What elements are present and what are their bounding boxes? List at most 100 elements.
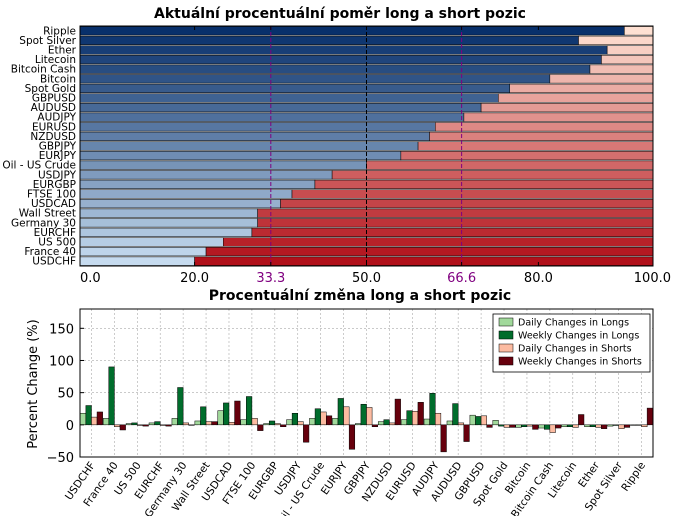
change-bar — [297, 421, 304, 426]
change-bar — [566, 424, 574, 428]
change-bar — [200, 406, 207, 426]
category-label: Ripple — [619, 460, 648, 494]
long-bar — [79, 179, 316, 189]
change-bar — [452, 403, 459, 426]
change-bar — [165, 424, 172, 427]
x-tick-label: 80.0 — [524, 271, 553, 286]
change-bar — [595, 424, 602, 428]
x-tick-label: 66.6 — [447, 271, 476, 286]
long-bar — [79, 208, 258, 218]
change-bar — [171, 418, 178, 426]
change-bar — [630, 424, 637, 426]
short-bar — [280, 199, 654, 209]
long-bar — [79, 74, 551, 84]
long-bar — [79, 199, 281, 209]
change-bar — [337, 398, 344, 426]
chart2-title: Procentuální změna long a short pozic — [209, 288, 511, 304]
category-label: Oil - US Crude — [2, 160, 76, 172]
category-label: USDCAD — [31, 198, 76, 210]
change-bar — [377, 421, 385, 426]
category-label: Bitcoin — [40, 73, 76, 85]
chart2-legend: Daily Changes in Longs Weekly Changes in … — [492, 313, 651, 373]
category-label: Spot Gold — [25, 83, 76, 95]
category-label: Wall Street — [19, 208, 76, 220]
change-bar — [412, 411, 419, 426]
change-bar — [332, 418, 339, 426]
change-bar — [85, 405, 92, 426]
long-bar — [79, 35, 579, 45]
category-label: AUDJPY — [37, 112, 76, 124]
change-bar — [131, 422, 138, 426]
change-bar — [578, 414, 585, 426]
chart1-bars — [79, 26, 654, 266]
change-bar — [555, 424, 562, 429]
long-bar — [79, 26, 625, 36]
change-bar — [498, 424, 505, 427]
change-bar — [492, 420, 499, 426]
change-bar — [211, 421, 218, 426]
change-bar — [601, 424, 608, 429]
category-label: EURCHF — [34, 227, 76, 239]
y-tick-label: 50 — [57, 387, 74, 402]
long-bar — [79, 93, 499, 103]
short-bar — [400, 151, 654, 161]
short-bar — [366, 160, 654, 170]
long-bar — [79, 141, 419, 151]
change-bar — [343, 406, 350, 426]
percent-change-chart: Procentuální změna long a short pozic −5… — [26, 288, 654, 516]
chart1-reference-lines — [270, 26, 463, 266]
long-bar — [79, 122, 436, 132]
change-bar — [223, 402, 230, 426]
change-bar — [263, 423, 270, 426]
change-bar — [154, 421, 161, 426]
change-bar — [417, 402, 424, 426]
category-label: EURUSD — [32, 121, 76, 133]
change-bar — [125, 423, 132, 426]
legend-box — [492, 313, 651, 373]
long-bar — [79, 189, 293, 199]
long-bar — [79, 131, 430, 141]
legend-label: Weekly Changes in Shorts — [518, 357, 642, 368]
x-tick-label: 100.0 — [634, 271, 671, 286]
change-bar — [228, 422, 235, 426]
y-tick-label: −50 — [47, 451, 74, 466]
change-bar — [584, 424, 591, 428]
change-bar — [389, 422, 396, 426]
change-bar — [142, 424, 149, 427]
change-bar — [268, 420, 276, 426]
change-bar — [246, 396, 253, 426]
long-bar — [79, 160, 367, 170]
change-bar — [114, 424, 121, 428]
long-bar — [79, 151, 402, 161]
legend-swatch — [498, 330, 514, 340]
category-label: Ether — [48, 45, 77, 57]
short-bar — [331, 170, 654, 180]
long-bar — [79, 256, 195, 266]
change-bar — [148, 422, 155, 426]
y-tick-label: 100 — [49, 354, 74, 369]
change-bar — [320, 411, 327, 426]
x-tick-label: 50.0 — [352, 271, 381, 286]
change-bar — [108, 366, 115, 426]
change-bar — [618, 424, 625, 429]
change-bar — [394, 398, 401, 426]
change-bar — [446, 420, 453, 426]
long-bar — [79, 170, 333, 180]
change-bar — [521, 424, 528, 428]
long-short-ratio-chart: Aktuální procentuální poměr long a short… — [2, 6, 671, 286]
change-bar — [182, 422, 189, 426]
x-tick-label: 0.0 — [80, 271, 101, 286]
long-bar — [79, 112, 465, 122]
change-bar — [526, 424, 533, 427]
long-bar — [79, 55, 602, 65]
category-label: EURJPY — [39, 150, 77, 162]
legend-label: Weekly Changes in Longs — [518, 331, 639, 342]
change-bar — [400, 419, 407, 426]
x-tick-label: 20.0 — [180, 271, 209, 286]
change-bar — [355, 423, 362, 426]
change-bar — [463, 424, 470, 442]
change-bar — [440, 424, 447, 453]
short-bar — [417, 141, 654, 151]
change-bar — [205, 421, 212, 426]
